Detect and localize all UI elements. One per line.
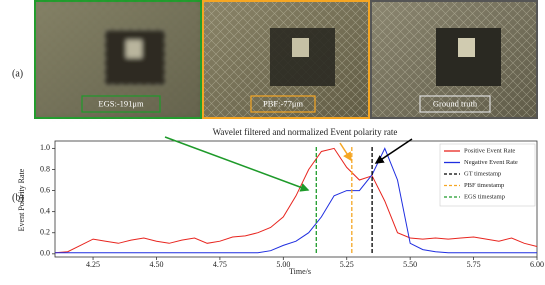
x-tick-label: 4.75 [213,260,227,269]
series-line [55,147,537,254]
y-tick-label: 0.0 [40,249,50,258]
x-tick-label: 5.00 [276,260,290,269]
series-line [54,147,538,254]
legend-label: EGS timestamp [464,193,505,200]
y-tick-label: 1.0 [40,143,50,152]
chart-title: Wavelet filtered and normalized Event po… [213,127,398,137]
image-pbf: PBF:-77μm [202,0,370,119]
x-tick-label: 4.25 [86,260,100,269]
x-tick-label: 4.50 [149,260,163,269]
y-tick-label: 0.2 [40,228,50,237]
legend-label: GT timestamp [464,170,501,177]
image-egs: EGS:-191μm [34,0,202,119]
annotation-arrow [374,138,413,164]
image-caption: Ground truth [433,98,478,108]
image-gt: Ground truth [370,0,538,119]
image-caption: PBF:-77μm [263,98,303,108]
y-tick-label: 0.8 [40,164,50,173]
x-tick-label: 6.00 [530,260,544,269]
annotation-arrow [339,142,352,162]
plot-frame [54,140,538,258]
annotation-arrow [164,136,310,192]
x-tick-label: 5.25 [340,260,354,269]
legend-label: PBF timestamp [464,182,504,189]
panel-label: (a) [12,68,23,79]
image-caption: EGS:-191μm [98,98,144,108]
y-tick-label: 0.6 [40,185,50,194]
y-axis-label: Event Polarity Rate [17,168,26,231]
legend-label: Positive Event Rate [464,147,515,154]
plot: 4.25 4.50 4.75 5.00 5.25 5.50 5.75 6.00 0.0 0.2 0.… [40,143,544,269]
x-tick-label: 5.75 [467,260,481,269]
panel-label: (b) [12,192,24,203]
x-axis-label: Time/s [289,267,311,276]
legend-label: Negative Event Rate [464,159,518,166]
legend: Positive Event Rate Negative Event Rate GT… [439,143,536,207]
x-tick-label: 5.50 [403,260,417,269]
y-tick-label: 0.4 [40,206,50,215]
